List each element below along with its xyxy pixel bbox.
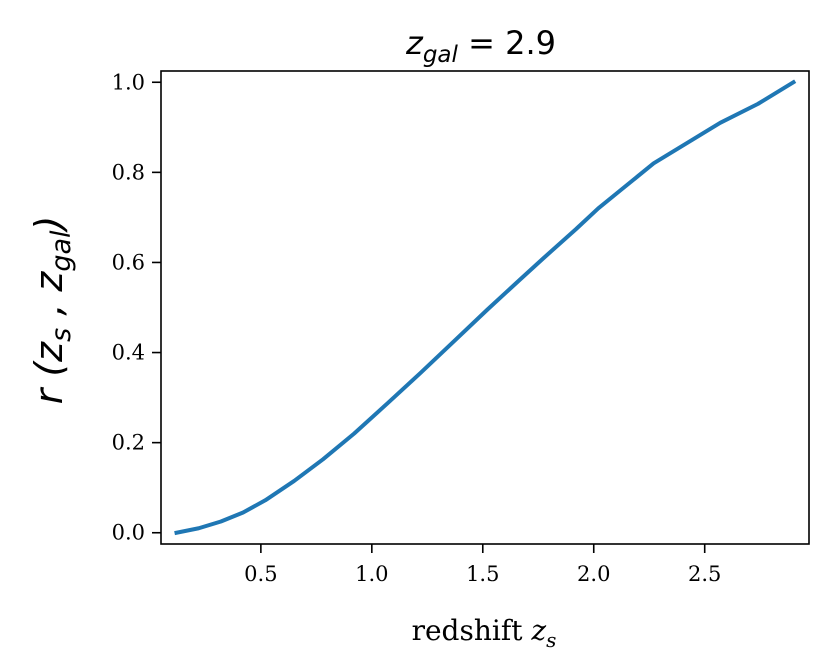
x-axis-label: redshift zs (412, 614, 557, 652)
y-axis-label: r (zs , zgal) (27, 216, 77, 405)
plot-background (161, 71, 809, 544)
x-tick-label: 2.5 (688, 562, 721, 586)
axes: 0.5 1.0 1.5 2.0 2.5 0.0 0.2 0.4 0.6 0.8 1.0 (112, 70, 810, 586)
axes-frame (160, 70, 810, 545)
y-tick-label: 0.0 (112, 521, 145, 545)
y-tick-label: 0.4 (112, 341, 145, 365)
y-tick-label: 1.0 (112, 70, 145, 94)
series-layer (174, 79, 797, 536)
y-tick-label: 0.2 (112, 431, 145, 455)
series-line-0 (174, 79, 797, 536)
x-tick-label: 2.0 (577, 562, 610, 586)
chart-title: zgal = 2.9 (405, 24, 556, 68)
x-tick-label: 1.0 (355, 562, 388, 586)
x-tick-label: 1.5 (466, 562, 499, 586)
x-tick-label: 0.5 (244, 562, 277, 586)
plot-area (161, 71, 809, 544)
y-tick-label: 0.6 (112, 250, 145, 274)
y-tick-label: 0.8 (112, 160, 145, 184)
